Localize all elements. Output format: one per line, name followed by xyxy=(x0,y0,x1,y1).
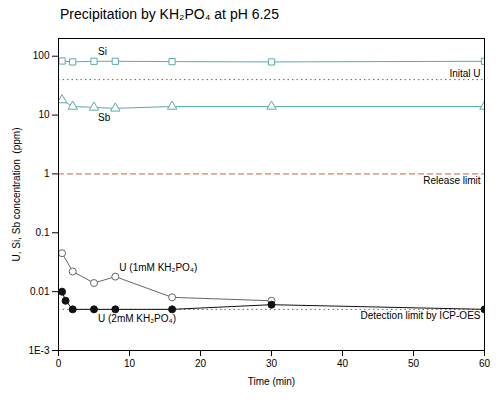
svg-text:0.01: 0.01 xyxy=(30,286,50,297)
svg-text:Sb: Sb xyxy=(98,112,111,123)
svg-text:Detection limit by ICP-OES: Detection limit by ICP-OES xyxy=(360,310,480,321)
svg-text:Si: Si xyxy=(98,46,107,57)
svg-text:20: 20 xyxy=(195,358,207,369)
svg-text:10: 10 xyxy=(124,358,136,369)
svg-text:1: 1 xyxy=(44,168,50,179)
svg-text:U, Si, Sb concentration (ppm): U, Si, Sb concentration (ppm) xyxy=(11,128,22,262)
svg-text:50: 50 xyxy=(408,358,420,369)
svg-text:30: 30 xyxy=(266,358,278,369)
svg-text:100: 100 xyxy=(33,50,50,61)
svg-text:40: 40 xyxy=(337,358,349,369)
svg-text:Release limit: Release limit xyxy=(423,175,480,186)
svg-text:1E-3: 1E-3 xyxy=(28,345,50,356)
svg-text:0: 0 xyxy=(56,358,62,369)
svg-text:U (1mM KH₂PO₄): U (1mM KH₂PO₄) xyxy=(119,262,197,273)
html-text:Precipitation by KH₂PO₄ at pH: Precipitation by KH₂PO₄ at pH 6.25 xyxy=(60,6,279,22)
svg-text:10: 10 xyxy=(38,109,50,120)
svg-text:60: 60 xyxy=(479,358,491,369)
svg-text:Inital U: Inital U xyxy=(449,68,480,79)
svg-text:U (2mM KH₂PO₄): U (2mM KH₂PO₄) xyxy=(98,313,176,324)
svg-text:0.1: 0.1 xyxy=(36,227,50,238)
svg-text:Time (min): Time (min) xyxy=(248,376,295,387)
